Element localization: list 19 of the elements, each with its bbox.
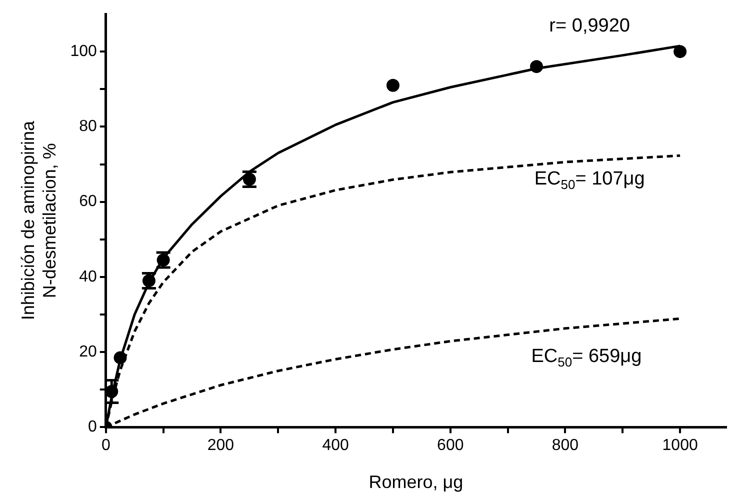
- y-tick-label: 40: [79, 268, 97, 286]
- point: [530, 60, 544, 74]
- annotation: r= 0,9920: [549, 16, 630, 37]
- y-tick-label: 0: [88, 418, 97, 436]
- point: [674, 45, 687, 58]
- x-tick-label: 400: [322, 437, 350, 454]
- x-tick-label: 200: [207, 437, 234, 454]
- y-tick-label: 60: [79, 193, 97, 210]
- x-tick-label: 1000: [662, 437, 698, 454]
- point: [114, 351, 127, 364]
- x-tick-label: 0: [101, 437, 110, 454]
- x-axis-title: Romero, μg: [368, 472, 464, 492]
- x-tick-label: 600: [437, 437, 464, 454]
- y-axis-title: Inhibición de aminopirina N-desmetilacion, %: [18, 120, 60, 320]
- y-tick-label: 80: [79, 118, 97, 136]
- y-tick-label: 20: [79, 343, 97, 360]
- x-tick-label: 800: [552, 437, 579, 454]
- point: [386, 78, 400, 92]
- y-tick-label: 100: [70, 42, 97, 60]
